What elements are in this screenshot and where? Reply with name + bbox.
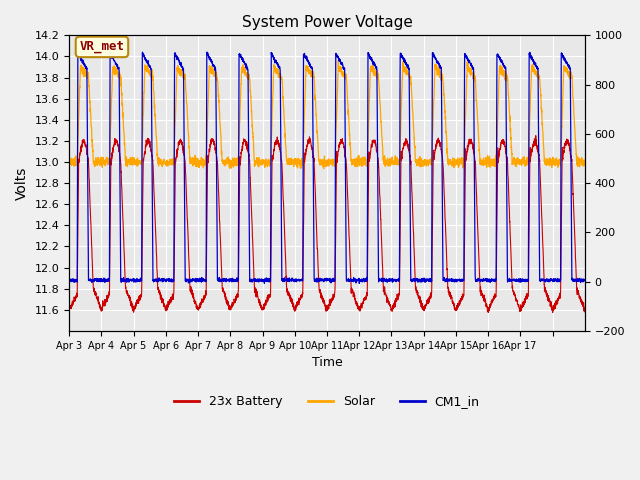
23x Battery	[393, 296, 401, 301]
CM1_in	[581, 277, 589, 283]
23x Battery	[549, 310, 557, 315]
Solar	[575, 156, 583, 161]
23x Battery	[438, 152, 446, 158]
CM1_in	[355, 280, 363, 286]
Legend: 23x Battery, Solar, CM1_in: 23x Battery, Solar, CM1_in	[169, 390, 484, 413]
Solar	[438, 73, 446, 79]
23x Battery	[171, 214, 179, 220]
Solar	[393, 158, 401, 164]
Solar	[65, 159, 73, 165]
23x Battery	[532, 133, 540, 139]
CM1_in	[502, 125, 510, 131]
CM1_in	[106, 49, 114, 55]
23x Battery	[575, 295, 583, 301]
23x Battery	[502, 151, 510, 156]
Solar	[472, 78, 479, 84]
Text: VR_met: VR_met	[79, 40, 124, 53]
CM1_in	[171, 51, 179, 57]
23x Battery	[581, 306, 589, 312]
Solar	[581, 162, 589, 168]
Line: Solar: Solar	[69, 60, 585, 168]
CM1_in	[575, 277, 583, 283]
CM1_in	[393, 277, 401, 283]
CM1_in	[472, 276, 479, 282]
Solar	[502, 71, 510, 76]
CM1_in	[438, 207, 446, 213]
Solar	[335, 58, 342, 63]
Solar	[320, 166, 328, 171]
X-axis label: Time: Time	[312, 356, 342, 369]
Line: 23x Battery: 23x Battery	[69, 136, 585, 312]
CM1_in	[65, 277, 73, 283]
Title: System Power Voltage: System Power Voltage	[241, 15, 412, 30]
23x Battery	[471, 158, 479, 164]
23x Battery	[65, 306, 73, 312]
Y-axis label: Volts: Volts	[15, 167, 29, 200]
Solar	[171, 135, 179, 141]
Line: CM1_in: CM1_in	[69, 52, 585, 283]
